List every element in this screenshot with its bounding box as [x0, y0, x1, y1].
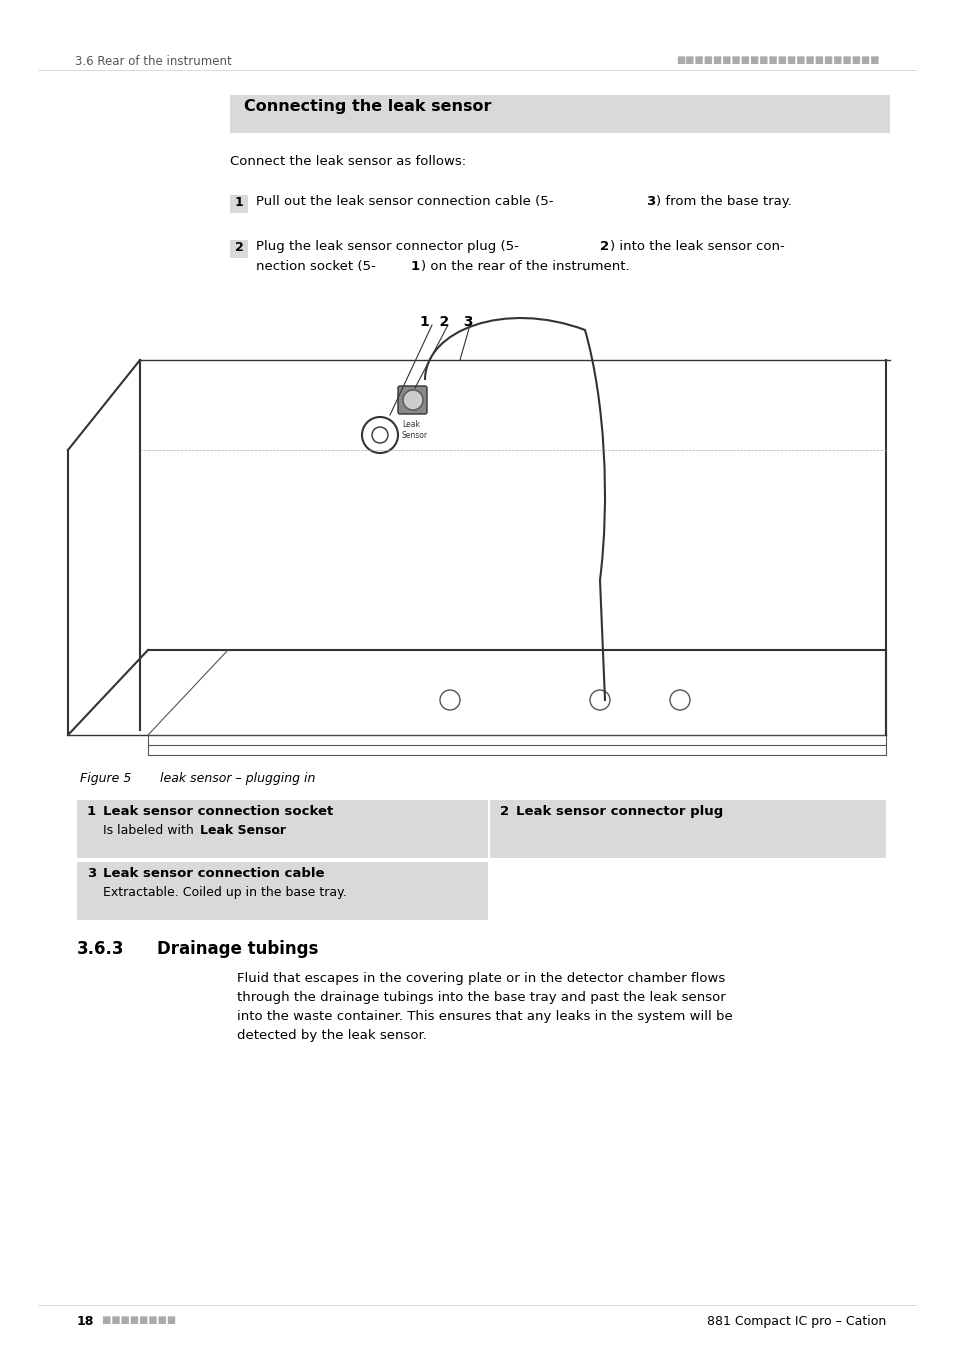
Text: 1: 1 — [87, 805, 96, 818]
Text: 1  2   3: 1 2 3 — [419, 315, 473, 329]
Text: Drainage tubings: Drainage tubings — [157, 940, 318, 958]
FancyBboxPatch shape — [230, 194, 248, 213]
Text: 3: 3 — [87, 867, 96, 880]
Text: .: . — [276, 824, 281, 837]
FancyBboxPatch shape — [77, 801, 488, 859]
FancyBboxPatch shape — [490, 801, 885, 859]
Text: Fluid that escapes in the covering plate or in the detector chamber flows: Fluid that escapes in the covering plate… — [236, 972, 724, 986]
FancyBboxPatch shape — [397, 386, 427, 414]
Text: through the drainage tubings into the base tray and past the leak sensor: through the drainage tubings into the ba… — [236, 991, 725, 1004]
Text: 2: 2 — [234, 242, 243, 254]
Text: Leak sensor connection socket: Leak sensor connection socket — [103, 805, 333, 818]
Text: Figure 5: Figure 5 — [80, 772, 132, 784]
Text: ■■■■■■■■■■■■■■■■■■■■■■: ■■■■■■■■■■■■■■■■■■■■■■ — [676, 55, 879, 65]
Text: Connecting the leak sensor: Connecting the leak sensor — [244, 99, 491, 113]
Text: 2: 2 — [499, 805, 509, 818]
Circle shape — [402, 390, 422, 410]
Text: Connect the leak sensor as follows:: Connect the leak sensor as follows: — [230, 155, 466, 167]
Text: 3.6.3: 3.6.3 — [77, 940, 125, 958]
Text: into the waste container. This ensures that any leaks in the system will be: into the waste container. This ensures t… — [236, 1010, 732, 1023]
Text: Plug the leak sensor connector plug (5-: Plug the leak sensor connector plug (5- — [255, 240, 518, 252]
Text: ) from the base tray.: ) from the base tray. — [656, 194, 791, 208]
Text: Leak
Sensor: Leak Sensor — [401, 420, 428, 440]
FancyBboxPatch shape — [230, 240, 248, 258]
Text: ) into the leak sensor con-: ) into the leak sensor con- — [609, 240, 784, 252]
Text: Leak sensor connection cable: Leak sensor connection cable — [103, 867, 324, 880]
Text: 881 Compact IC pro – Cation: 881 Compact IC pro – Cation — [706, 1315, 885, 1328]
Text: detected by the leak sensor.: detected by the leak sensor. — [236, 1029, 426, 1042]
Text: 2: 2 — [599, 240, 608, 252]
Text: leak sensor – plugging in: leak sensor – plugging in — [148, 772, 315, 784]
Text: Pull out the leak sensor connection cable (5-: Pull out the leak sensor connection cabl… — [255, 194, 553, 208]
Text: Is labeled with: Is labeled with — [103, 824, 197, 837]
Text: 1: 1 — [234, 196, 243, 209]
Text: nection socket (5-: nection socket (5- — [255, 261, 375, 273]
Text: ■■■■■■■■: ■■■■■■■■ — [99, 1315, 176, 1324]
Text: 3: 3 — [645, 194, 655, 208]
Text: ) on the rear of the instrument.: ) on the rear of the instrument. — [420, 261, 629, 273]
Text: Leak Sensor: Leak Sensor — [200, 824, 286, 837]
FancyBboxPatch shape — [77, 863, 488, 919]
Text: 1: 1 — [411, 261, 419, 273]
Text: 3.6 Rear of the instrument: 3.6 Rear of the instrument — [75, 55, 232, 68]
Text: Extractable. Coiled up in the base tray.: Extractable. Coiled up in the base tray. — [103, 886, 346, 899]
Text: Leak sensor connector plug: Leak sensor connector plug — [516, 805, 722, 818]
FancyBboxPatch shape — [230, 95, 889, 134]
Text: 18: 18 — [77, 1315, 94, 1328]
